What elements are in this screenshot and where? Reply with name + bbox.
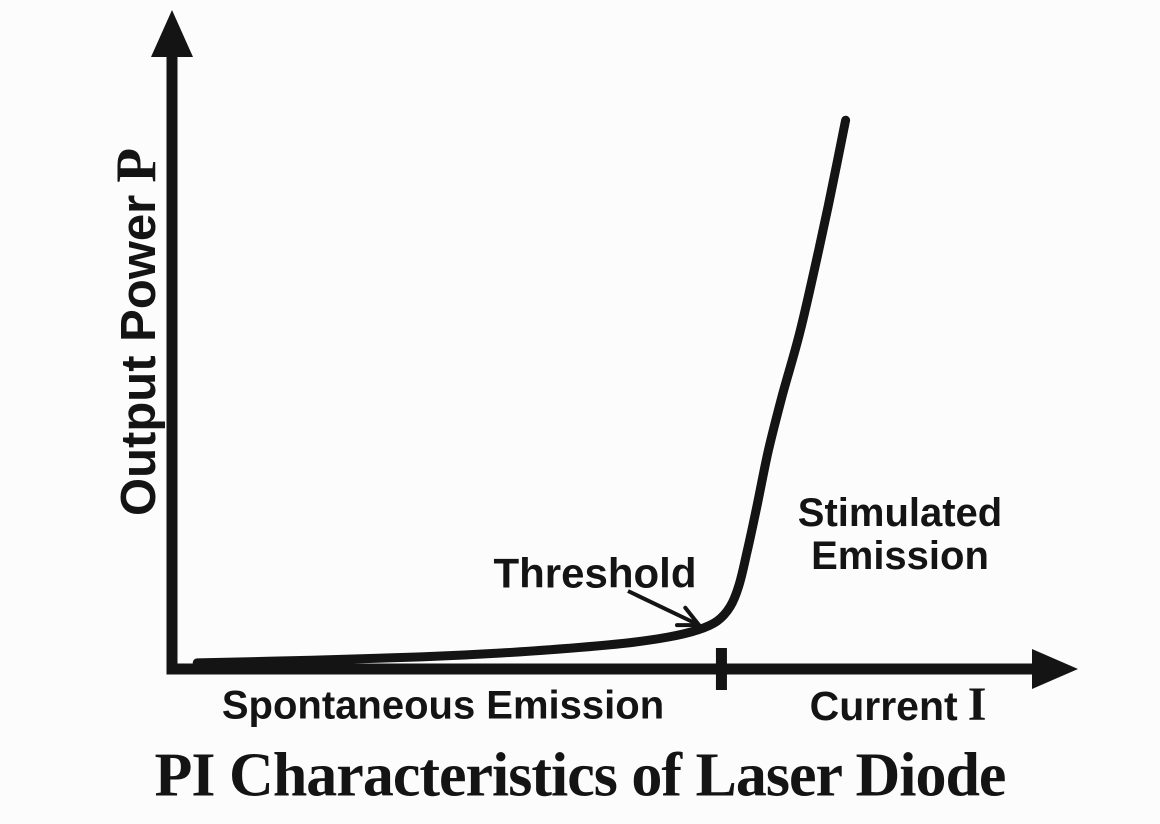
threshold-label: Threshold	[493, 549, 697, 597]
stimulated-emission-line2: Emission	[811, 534, 989, 578]
y-axis-label-text: Output Power	[112, 194, 167, 517]
pi-curve	[192, 115, 851, 668]
spontaneous-emission-label: Spontaneous Emission	[221, 683, 665, 728]
stimulated-emission-line1: Stimulated	[797, 490, 1003, 535]
x-axis-arrowhead	[1032, 649, 1078, 689]
threshold-arrowhead	[675, 605, 704, 628]
threshold-arrow-shaft	[627, 589, 700, 627]
stimulated-emission-label: Stimulated Emission	[797, 490, 1003, 578]
x-axis-symbol: I	[967, 678, 987, 732]
x-axis-label: Current I	[810, 679, 987, 731]
x-axis-label-text: Current	[809, 683, 958, 730]
y-axis-arrowhead	[151, 10, 193, 57]
y-axis-label: Output Power P	[105, 147, 169, 517]
y-axis-symbol: P	[105, 147, 169, 183]
chart-title: PI Characteristics of Laser Diode	[154, 741, 1007, 810]
